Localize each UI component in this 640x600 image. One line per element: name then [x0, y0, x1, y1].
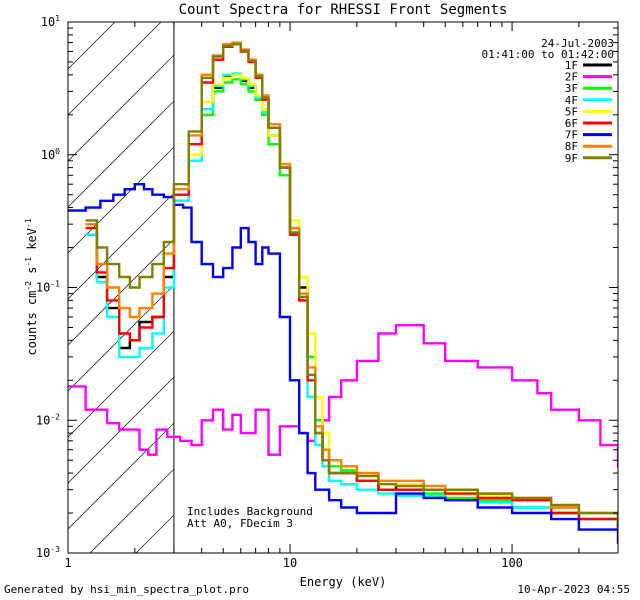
- legend-label-2f: 2F: [565, 71, 578, 84]
- hatch-line: [68, 22, 116, 70]
- excluded-region-hatch: [68, 22, 175, 553]
- y-tick-label: 101: [41, 14, 60, 29]
- legend-time-range: 01:41:00 to 01:42:00: [482, 48, 614, 61]
- footer-generated-by: Generated by hsi_min_spectra_plot.pro: [4, 583, 250, 596]
- y-tick-label: 10-3: [36, 545, 60, 560]
- legend-label-9f: 9F: [565, 152, 578, 165]
- legend-label-3f: 3F: [565, 82, 578, 95]
- x-axis-label: Energy (keV): [300, 575, 387, 589]
- series-line-8f: [85, 41, 618, 524]
- series-line-9f: [85, 43, 618, 524]
- legend-label-5f: 5F: [565, 105, 578, 118]
- x-tick-label: 100: [501, 556, 523, 570]
- legend-date: 24-Jul-2003: [541, 37, 614, 50]
- series-line-1f: [85, 73, 618, 531]
- footer-timestamp: 10-Apr-2023 04:55: [517, 583, 630, 596]
- series-line-7f: [68, 183, 618, 544]
- legend-label-8f: 8F: [565, 140, 578, 153]
- series-line-5f: [173, 73, 618, 521]
- hatch-line: [68, 192, 175, 300]
- hatch-line: [68, 284, 175, 392]
- legend-label-1f: 1F: [565, 59, 578, 72]
- chart-title: Count Spectra for RHESSI Front Segments: [179, 2, 508, 18]
- annotation-attenuator: Att A0, FDecim 3: [187, 517, 293, 530]
- hatch-line: [135, 514, 175, 553]
- y-tick-label: 100: [41, 147, 60, 162]
- series-layer: [68, 41, 618, 544]
- legend-label-6f: 6F: [565, 117, 578, 130]
- hatch-line: [68, 146, 175, 254]
- hatch-line: [89, 468, 175, 553]
- hatch-line: [68, 22, 162, 116]
- y-tick-label: 10-2: [36, 412, 60, 427]
- x-tick-label: 10: [283, 556, 297, 570]
- legend-label-7f: 7F: [565, 129, 578, 142]
- y-axis-label: counts cm-2 s-1 keV-1: [24, 218, 39, 355]
- hatch-line: [68, 100, 175, 208]
- hatch-line: [68, 22, 70, 24]
- annotation-background: Includes Background: [187, 505, 313, 518]
- axis-ticks: 1 10 100 101 100 10-1 10-2 10-3: [36, 14, 619, 570]
- series-line-3f: [173, 78, 618, 531]
- series-line-4f: [85, 72, 618, 531]
- legend-label-4f: 4F: [565, 94, 578, 107]
- hatch-line: [68, 238, 175, 346]
- hatch-line: [68, 54, 175, 162]
- y-tick-label: 10-1: [36, 280, 60, 295]
- x-tick-label: 1: [64, 556, 71, 570]
- hatch-line: [68, 422, 175, 530]
- hatch-line: [68, 330, 175, 438]
- series-line-2f: [68, 324, 618, 468]
